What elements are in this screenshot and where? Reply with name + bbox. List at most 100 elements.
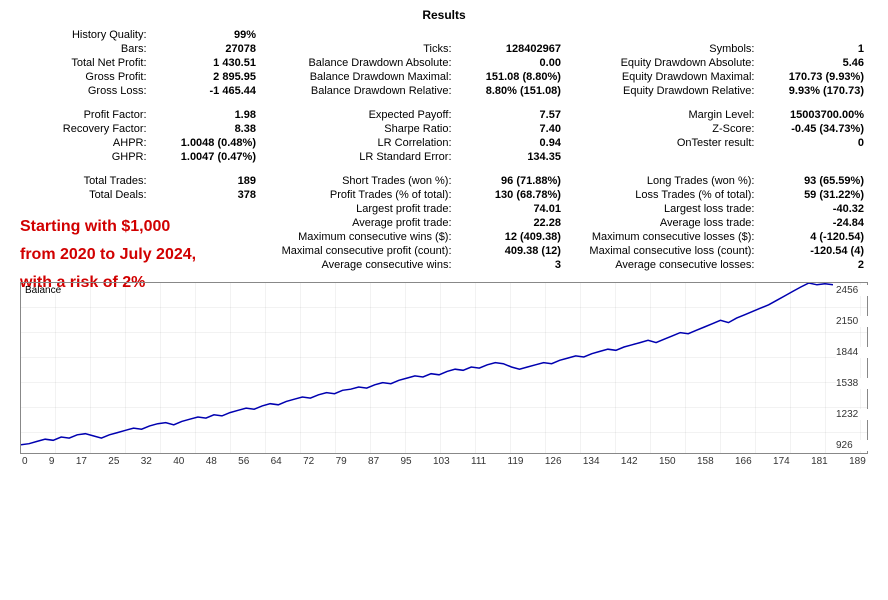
x-tick: 174 bbox=[773, 456, 790, 467]
stat-value: 0.94 bbox=[456, 136, 565, 150]
stat-label: Ticks: bbox=[260, 42, 456, 56]
stat-value: 12 (409.38) bbox=[456, 230, 565, 244]
stat-label bbox=[260, 28, 456, 42]
stat-value: 409.38 (12) bbox=[456, 244, 565, 258]
stat-label: Maximal consecutive profit (count): bbox=[260, 244, 456, 258]
x-tick: 56 bbox=[238, 456, 249, 467]
stat-label: Average consecutive wins: bbox=[260, 258, 456, 272]
y-tick: 1844 bbox=[836, 347, 868, 358]
stat-label: Gross Profit: bbox=[20, 70, 151, 84]
stat-value: -24.84 bbox=[758, 216, 868, 230]
stat-label: Average profit trade: bbox=[260, 216, 456, 230]
stat-label: LR Standard Error: bbox=[260, 150, 456, 164]
stat-value: 8.80% (151.08) bbox=[456, 84, 565, 98]
stat-value: 7.40 bbox=[456, 122, 565, 136]
x-tick: 111 bbox=[471, 456, 486, 467]
stat-label: Long Trades (won %): bbox=[565, 174, 759, 188]
stat-label: Balance Drawdown Absolute: bbox=[260, 56, 456, 70]
stat-value: 151.08 (8.80%) bbox=[456, 70, 565, 84]
stat-label: LR Correlation: bbox=[260, 136, 456, 150]
stat-label: Equity Drawdown Relative: bbox=[565, 84, 759, 98]
stat-label: Total Deals: bbox=[20, 188, 151, 202]
stat-label: Total Net Profit: bbox=[20, 56, 151, 70]
y-tick: 2456 bbox=[836, 285, 868, 296]
stat-label: Z-Score: bbox=[565, 122, 759, 136]
stat-label: Gross Loss: bbox=[20, 84, 151, 98]
stat-label: Loss Trades (% of total): bbox=[565, 188, 759, 202]
stat-label: Maximal consecutive loss (count): bbox=[565, 244, 759, 258]
x-tick: 87 bbox=[368, 456, 379, 467]
x-tick: 181 bbox=[811, 456, 828, 467]
stat-label: Balance Drawdown Relative: bbox=[260, 84, 456, 98]
stat-label: Profit Trades (% of total): bbox=[260, 188, 456, 202]
stat-value: 74.01 bbox=[456, 202, 565, 216]
stat-label: Margin Level: bbox=[565, 108, 759, 122]
stat-label: Expected Payoff: bbox=[260, 108, 456, 122]
x-tick: 72 bbox=[303, 456, 314, 467]
x-tick: 126 bbox=[545, 456, 562, 467]
stat-value: 2 bbox=[758, 258, 868, 272]
stat-label: Average consecutive losses: bbox=[565, 258, 759, 272]
x-tick: 25 bbox=[108, 456, 119, 467]
stat-value: 170.73 (9.93%) bbox=[758, 70, 868, 84]
stat-label bbox=[565, 150, 759, 164]
stat-label: Short Trades (won %): bbox=[260, 174, 456, 188]
stat-value: -120.54 (4) bbox=[758, 244, 868, 258]
stat-value: 96 (71.88%) bbox=[456, 174, 565, 188]
balance-line bbox=[21, 283, 833, 453]
stat-value: 99% bbox=[151, 28, 260, 42]
results-title: Results bbox=[20, 8, 868, 22]
stat-value: 0.00 bbox=[456, 56, 565, 70]
y-tick: 926 bbox=[836, 440, 868, 451]
stat-value: 1 bbox=[758, 42, 868, 56]
stat-label: Total Trades: bbox=[20, 174, 151, 188]
stat-label: GHPR: bbox=[20, 150, 151, 164]
stat-value: 1 430.51 bbox=[151, 56, 260, 70]
stat-value: 4 (-120.54) bbox=[758, 230, 868, 244]
x-tick: 142 bbox=[621, 456, 638, 467]
stat-value: 5.46 bbox=[758, 56, 868, 70]
stat-value: 8.38 bbox=[151, 122, 260, 136]
stat-value bbox=[151, 244, 260, 258]
stat-value: 189 bbox=[151, 174, 260, 188]
stat-value: 9.93% (170.73) bbox=[758, 84, 868, 98]
stat-label: Largest loss trade: bbox=[565, 202, 759, 216]
x-tick: 9 bbox=[49, 456, 55, 467]
stat-label: OnTester result: bbox=[565, 136, 759, 150]
stat-label: Balance Drawdown Maximal: bbox=[260, 70, 456, 84]
x-tick: 95 bbox=[401, 456, 412, 467]
stat-value: 7.57 bbox=[456, 108, 565, 122]
stat-value: 134.35 bbox=[456, 150, 565, 164]
stat-value: 59 (31.22%) bbox=[758, 188, 868, 202]
x-tick: 32 bbox=[141, 456, 152, 467]
stat-label: AHPR: bbox=[20, 136, 151, 150]
stat-label: Equity Drawdown Maximal: bbox=[565, 70, 759, 84]
balance-chart: Balance 24562150184415381232926 bbox=[20, 282, 868, 454]
stat-value: -40.32 bbox=[758, 202, 868, 216]
stat-value: 93 (65.59%) bbox=[758, 174, 868, 188]
stat-label: Recovery Factor: bbox=[20, 122, 151, 136]
x-tick: 158 bbox=[697, 456, 714, 467]
stat-value bbox=[758, 28, 868, 42]
stat-value bbox=[151, 216, 260, 230]
stat-value: 1.98 bbox=[151, 108, 260, 122]
stat-value: 130 (68.78%) bbox=[456, 188, 565, 202]
stat-label: Profit Factor: bbox=[20, 108, 151, 122]
x-tick: 103 bbox=[433, 456, 450, 467]
stat-value: 3 bbox=[456, 258, 565, 272]
stat-value: -1 465.44 bbox=[151, 84, 260, 98]
stat-label bbox=[20, 202, 151, 216]
stat-value bbox=[758, 150, 868, 164]
stat-label: Maximum consecutive losses ($): bbox=[565, 230, 759, 244]
stat-value: 1.0048 (0.48%) bbox=[151, 136, 260, 150]
x-tick: 189 bbox=[849, 456, 866, 467]
stat-value: 27078 bbox=[151, 42, 260, 56]
x-tick: 40 bbox=[173, 456, 184, 467]
stat-label: History Quality: bbox=[20, 28, 151, 42]
stat-label bbox=[565, 28, 759, 42]
x-axis-ticks: 0917253240485664727987951031111191261341… bbox=[20, 454, 868, 467]
stat-label bbox=[20, 230, 151, 244]
stat-label bbox=[20, 258, 151, 272]
stat-value: 2 895.95 bbox=[151, 70, 260, 84]
stat-value: 22.28 bbox=[456, 216, 565, 230]
